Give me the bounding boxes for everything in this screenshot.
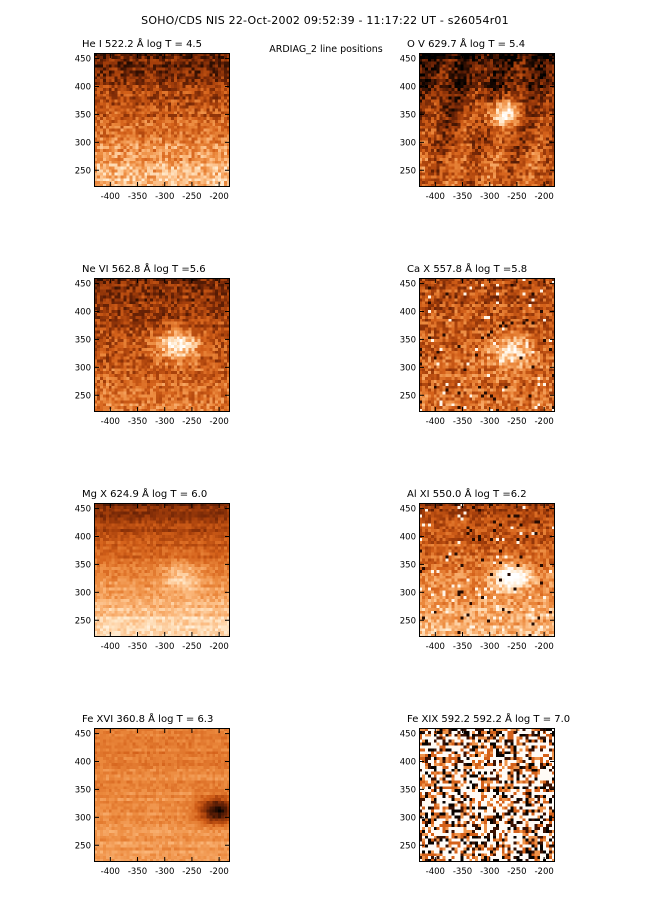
y-tick-label: 450 (400, 55, 416, 65)
y-tick-label: 450 (75, 730, 91, 740)
x-tick-label: -200 (209, 867, 228, 877)
y-tick-label: 250 (400, 166, 416, 176)
x-tick-label: -250 (182, 192, 201, 202)
heatmap-image (94, 728, 230, 862)
heatmap-image (94, 503, 230, 637)
x-tick-label: -350 (453, 417, 472, 427)
y-tick-label: 250 (75, 841, 91, 851)
x-tick-label: -350 (128, 417, 147, 427)
y-tick-label: 400 (400, 758, 416, 768)
y-tick-label: 300 (400, 813, 416, 823)
y-tick-label: 450 (75, 505, 91, 515)
y-tick-label: 250 (400, 391, 416, 401)
y-tick-label: 450 (400, 505, 416, 515)
y-tick-label: 350 (400, 785, 416, 795)
x-tick-label: -400 (426, 192, 445, 202)
y-tick-label: 400 (400, 83, 416, 93)
y-tick-label: 250 (75, 391, 91, 401)
x-tick-label: -350 (453, 867, 472, 877)
y-tick-label: 350 (75, 785, 91, 795)
heatmap-image (419, 503, 555, 637)
y-tick-label: 350 (75, 335, 91, 345)
y-tick-label: 400 (400, 533, 416, 543)
y-tick-label: 350 (400, 560, 416, 570)
x-tick-label: -200 (534, 192, 553, 202)
x-tick-label: -200 (534, 642, 553, 652)
x-tick-label: -200 (209, 642, 228, 652)
x-tick-label: -250 (507, 417, 526, 427)
heatmap-image (94, 53, 230, 187)
panel-title: Ne VI 562.8 Å log T =5.6 (82, 264, 206, 275)
heatmap-image (419, 278, 555, 412)
panel-title: He I 522.2 Å log T = 4.5 (82, 39, 202, 50)
y-tick-label: 400 (75, 533, 91, 543)
x-tick-label: -350 (453, 642, 472, 652)
x-tick-label: -200 (209, 192, 228, 202)
x-tick-label: -250 (507, 642, 526, 652)
figure-title: SOHO/CDS NIS 22-Oct-2002 09:52:39 - 11:1… (141, 14, 509, 27)
y-tick-label: 400 (75, 308, 91, 318)
x-tick-label: -300 (155, 192, 174, 202)
y-tick-label: 300 (400, 588, 416, 598)
heatmap-image (419, 728, 555, 862)
x-tick-label: -250 (182, 417, 201, 427)
x-tick-label: -250 (182, 867, 201, 877)
y-tick-label: 450 (75, 55, 91, 65)
x-tick-label: -400 (101, 642, 120, 652)
panel-title: Fe XIX 592.2 592.2 Å log T = 7.0 (407, 714, 571, 725)
y-tick-label: 350 (400, 110, 416, 120)
figure-subtitle: ARDIAG_2 line positions (269, 44, 383, 55)
x-tick-label: -400 (426, 642, 445, 652)
y-tick-label: 250 (400, 616, 416, 626)
x-tick-label: -300 (480, 642, 499, 652)
y-tick-label: 450 (75, 280, 91, 290)
x-tick-label: -300 (155, 867, 174, 877)
y-tick-label: 350 (75, 560, 91, 570)
x-tick-label: -250 (507, 867, 526, 877)
y-tick-label: 250 (400, 841, 416, 851)
x-tick-label: -350 (128, 192, 147, 202)
x-tick-label: -300 (480, 867, 499, 877)
x-tick-label: -200 (209, 417, 228, 427)
panel-title: Ca X 557.8 Å log T =5.8 (407, 264, 528, 275)
x-tick-label: -400 (101, 417, 120, 427)
heatmap-image (419, 53, 555, 187)
y-tick-label: 300 (75, 588, 91, 598)
y-tick-label: 250 (75, 166, 91, 176)
x-tick-label: -350 (128, 642, 147, 652)
panel-title: Fe XVI 360.8 Å log T = 6.3 (82, 714, 214, 725)
y-tick-label: 250 (75, 616, 91, 626)
y-tick-label: 300 (75, 138, 91, 148)
x-tick-label: -400 (101, 867, 120, 877)
y-tick-label: 300 (400, 138, 416, 148)
x-tick-label: -350 (128, 867, 147, 877)
x-tick-label: -350 (453, 192, 472, 202)
x-tick-label: -300 (480, 417, 499, 427)
panel-title: O V 629.7 Å log T = 5.4 (407, 39, 526, 50)
y-tick-label: 400 (75, 83, 91, 93)
y-tick-label: 450 (400, 280, 416, 290)
x-tick-label: -400 (426, 867, 445, 877)
panel-title: Al XI 550.0 Å log T =6.2 (407, 489, 527, 500)
x-tick-label: -200 (534, 867, 553, 877)
x-tick-label: -300 (155, 642, 174, 652)
x-tick-label: -400 (426, 417, 445, 427)
x-tick-label: -250 (182, 642, 201, 652)
x-tick-label: -400 (101, 192, 120, 202)
y-tick-label: 400 (400, 308, 416, 318)
y-tick-label: 300 (75, 813, 91, 823)
y-tick-label: 450 (400, 730, 416, 740)
y-tick-label: 350 (400, 335, 416, 345)
y-tick-label: 300 (75, 363, 91, 373)
heatmap-image (94, 278, 230, 412)
x-tick-label: -250 (507, 192, 526, 202)
x-tick-label: -200 (534, 417, 553, 427)
y-tick-label: 400 (75, 758, 91, 768)
panel-title: Mg X 624.9 Å log T = 6.0 (82, 489, 208, 500)
y-tick-label: 350 (75, 110, 91, 120)
y-tick-label: 300 (400, 363, 416, 373)
x-tick-label: -300 (155, 417, 174, 427)
x-tick-label: -300 (480, 192, 499, 202)
